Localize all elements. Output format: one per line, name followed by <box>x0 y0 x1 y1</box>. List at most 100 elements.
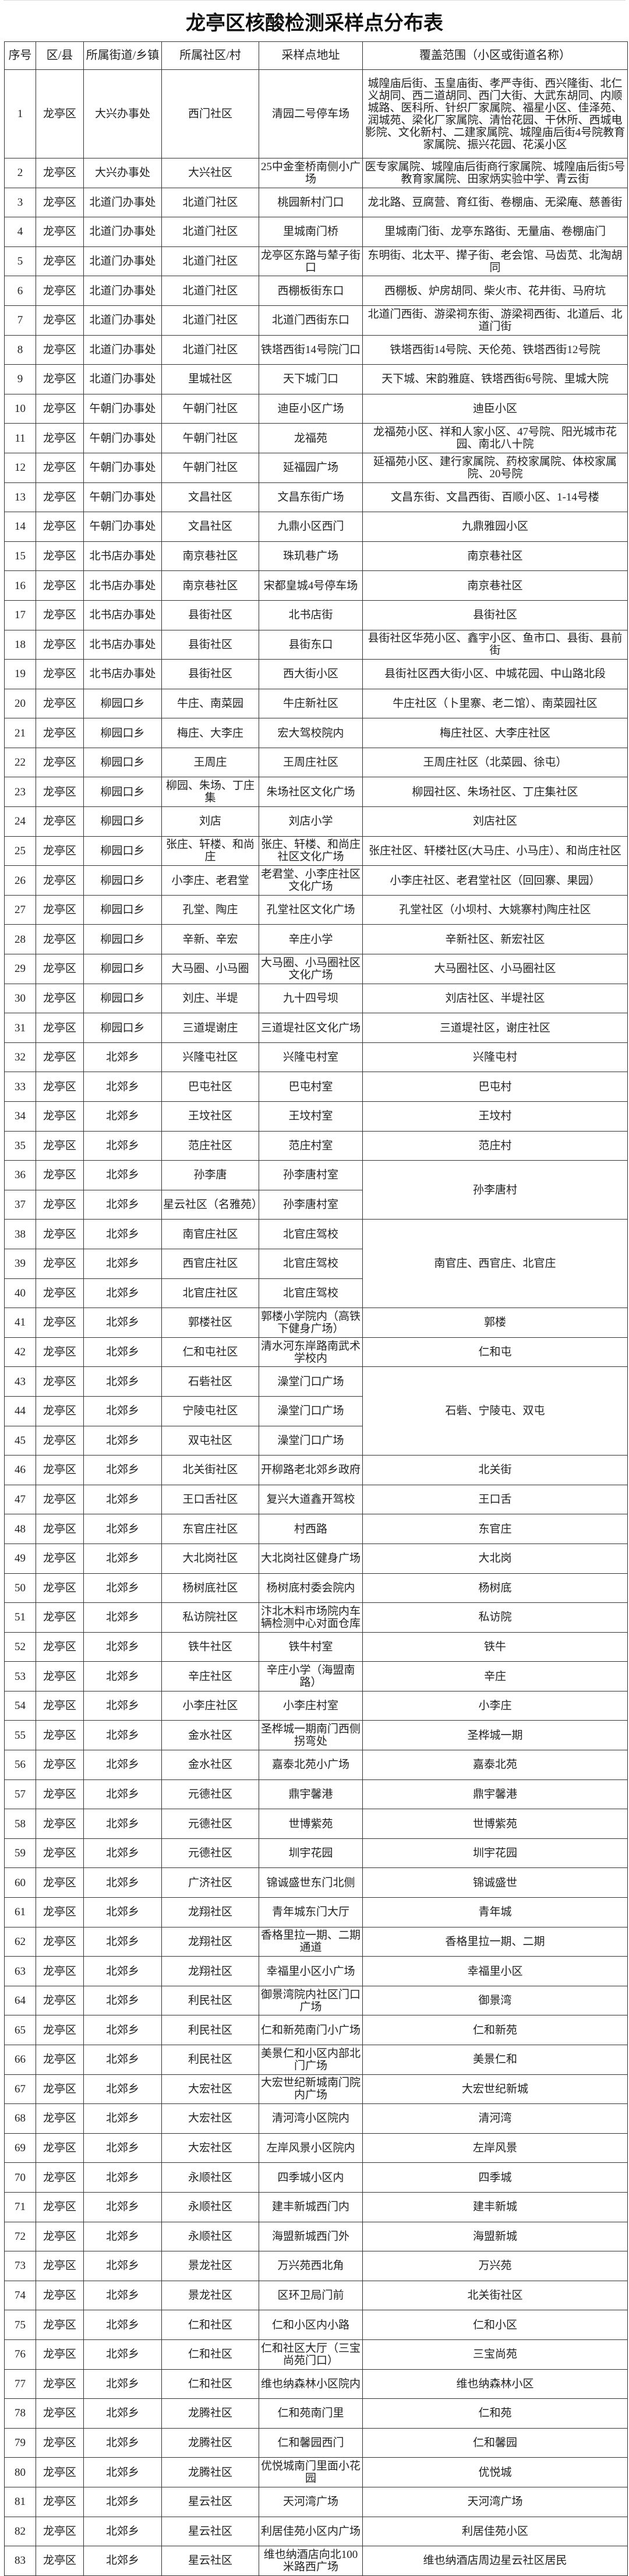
cell-street: 午朝门办事处 <box>83 482 162 513</box>
cell-district: 龙亭区 <box>36 2516 84 2547</box>
cell-community: 大北岗社区 <box>161 1543 259 1574</box>
cell-district: 龙亭区 <box>36 305 84 336</box>
cell-site: 文昌东街广场 <box>259 482 363 513</box>
cell-site: 北道门西街东口 <box>259 305 363 336</box>
cell-coverage: 王坟村 <box>362 1101 628 1132</box>
cell-site: 仁和新苑南门小广场 <box>259 2015 363 2045</box>
cell-community: 里城社区 <box>161 364 259 394</box>
cell-street: 北郊乡 <box>83 2398 162 2429</box>
cell-no: 14 <box>4 512 36 542</box>
cell-no: 50 <box>4 1573 36 1604</box>
cell-street: 柳园口乡 <box>83 688 162 719</box>
table-row: 7 龙亭区 北道门办事处 北道门社区 北道门西街东口 北道门西街、游梁祠东街、游梁祠西街、… <box>4 305 628 336</box>
cell-community: 金水社区 <box>161 1720 259 1751</box>
cell-district: 龙亭区 <box>36 1631 84 1662</box>
cell-coverage: 青年城 <box>362 1897 628 1927</box>
cell-community: 仁和屯社区 <box>161 1337 259 1368</box>
cell-district: 龙亭区 <box>36 1779 84 1810</box>
table-row: 70 龙亭区 北郊乡 永顺社区 四季城小区内 四季城 <box>4 2162 628 2193</box>
cell-street: 北郊乡 <box>83 2251 162 2281</box>
cell-no: 39 <box>4 1248 36 1279</box>
cell-district: 龙亭区 <box>36 2103 84 2134</box>
cell-coverage: 左岸风景 <box>362 2133 628 2163</box>
cell-community: 文昌社区 <box>161 512 259 542</box>
cell-street: 北郊乡 <box>83 1867 162 1898</box>
cell-community: 南京巷社区 <box>161 570 259 601</box>
cell-no: 32 <box>4 1042 36 1073</box>
cell-community: 利民社区 <box>161 2015 259 2045</box>
table-row: 66 龙亭区 北郊乡 利民社区 美景仁和小区内部北门广场 美景仁和 <box>4 2045 628 2075</box>
cell-community: 大宏社区 <box>161 2103 259 2134</box>
page-title: 龙亭区核酸检测采样点分布表 <box>3 0 626 41</box>
cell-site: 张庄、轩楼、和尚庄社区文化广场 <box>259 836 363 866</box>
cell-district: 龙亭区 <box>36 246 84 277</box>
cell-site: 大马圈、小马圈社区文化广场 <box>259 954 363 984</box>
cell-site: 幸福里小区小广场 <box>259 1956 363 1986</box>
cell-street: 柳园口乡 <box>83 894 162 925</box>
cell-street: 柳园口乡 <box>83 777 162 808</box>
table-row: 80 龙亭区 北郊乡 龙腾社区 优悦城南门里面小花园 优悦城 <box>4 2457 628 2487</box>
cell-coverage: 九鼎雅园小区 <box>362 512 628 542</box>
cell-community: 仁和社区 <box>161 2369 259 2399</box>
cell-district: 龙亭区 <box>36 1838 84 1869</box>
cell-district: 龙亭区 <box>36 747 84 778</box>
cell-district: 龙亭区 <box>36 1425 84 1456</box>
cell-no: 71 <box>4 2191 36 2222</box>
table-row: 4 龙亭区 北道门办事处 北道门社区 里城南门桥 里城南门街、龙亭东路街、无量庙、卷棚庙门 <box>4 217 628 247</box>
cell-district: 龙亭区 <box>36 2369 84 2399</box>
cell-community: 大宏社区 <box>161 2133 259 2163</box>
cell-site: 天下城门口 <box>259 364 363 394</box>
cell-no: 25 <box>4 836 36 866</box>
table-row: 22 龙亭区 柳园口乡 王周庄 王周庄社区 王周庄社区（北菜园、徐屯） <box>4 747 628 778</box>
cell-district: 龙亭区 <box>36 2339 84 2370</box>
cell-no: 23 <box>4 777 36 808</box>
cell-site: 澡堂门口广场 <box>259 1396 363 1426</box>
cell-no: 34 <box>4 1101 36 1132</box>
table-row: 18 龙亭区 北书店办事处 县街社区 县街东口 县街社区华苑小区、鑫宇小区、鱼市口、县街、… <box>4 629 628 660</box>
cell-coverage: 石砦、宁陵屯、双屯 <box>362 1366 628 1456</box>
cell-community: 午朝门社区 <box>161 423 259 453</box>
table-row: 46 龙亭区 北郊乡 北关街社区 开柳路老北郊乡政府 北关街 <box>4 1455 628 1485</box>
cell-street: 北郊乡 <box>83 1926 162 1957</box>
cell-coverage: 维也纳森林小区 <box>362 2369 628 2399</box>
cell-street: 北书店办事处 <box>83 570 162 601</box>
cell-street: 北郊乡 <box>83 2015 162 2045</box>
cell-district: 龙亭区 <box>36 2546 84 2576</box>
cell-street: 北郊乡 <box>83 1072 162 1102</box>
cell-street: 北郊乡 <box>83 1425 162 1456</box>
cell-district: 龙亭区 <box>36 865 84 896</box>
table-row: 82 龙亭区 北郊乡 星云社区 利居佳苑小区内广场 利居佳苑小区 <box>4 2516 628 2547</box>
cell-community: 仁和社区 <box>161 2339 259 2370</box>
table-row: 78 龙亭区 北郊乡 龙腾社区 仁和苑南门里 仁和苑 <box>4 2398 628 2429</box>
cell-community: 刘庄、半堤 <box>161 983 259 1014</box>
table-row: 72 龙亭区 北郊乡 永顺社区 海盟新城西门外 海盟新城 <box>4 2221 628 2252</box>
cell-site: 大宏世纪新城南门院内广场 <box>259 2074 363 2105</box>
cell-no: 11 <box>4 423 36 453</box>
table-row: 29 龙亭区 柳园口乡 大马圈、小马圈 大马圈、小马圈社区文化广场 大马圈社区、小马圈社区 <box>4 954 628 984</box>
cell-street: 北郊乡 <box>83 2486 162 2517</box>
cell-community: 梅庄、大李庄 <box>161 718 259 748</box>
table-row: 71 龙亭区 北郊乡 永顺社区 建丰新城西门内 建丰新城 <box>4 2191 628 2222</box>
header-coverage: 覆盖范围（小区或街道名称） <box>362 41 628 70</box>
cell-street: 北郊乡 <box>83 1337 162 1368</box>
cell-coverage: 优悦城 <box>362 2457 628 2487</box>
cell-no: 8 <box>4 334 36 365</box>
cell-community: 北道门社区 <box>161 305 259 336</box>
cell-street: 柳园口乡 <box>83 806 162 837</box>
cell-site: 仁和苑南门里 <box>259 2398 363 2429</box>
cell-no: 26 <box>4 865 36 896</box>
cell-coverage: 大宏世纪新城 <box>362 2074 628 2105</box>
cell-district: 龙亭区 <box>36 2045 84 2075</box>
cell-coverage: 小李庄 <box>362 1690 628 1721</box>
header-street: 所属街道/乡镇 <box>83 41 162 70</box>
table-row: 33 龙亭区 北郊乡 巴屯社区 巴屯村室 巴屯村 <box>4 1072 628 1102</box>
cell-district: 龙亭区 <box>36 1248 84 1279</box>
cell-coverage: 嘉泰北苑 <box>362 1750 628 1780</box>
cell-no: 61 <box>4 1897 36 1927</box>
cell-no: 65 <box>4 2015 36 2045</box>
cell-coverage: 南官庄、西官庄、北官庄 <box>362 1219 628 1309</box>
cell-street: 北郊乡 <box>83 2369 162 2399</box>
cell-district: 龙亭区 <box>36 629 84 660</box>
header-no: 序号 <box>4 41 36 70</box>
table-row: 37 龙亭区 北郊乡 星云社区（名雅苑） 孙李唐村室 <box>4 1189 628 1220</box>
